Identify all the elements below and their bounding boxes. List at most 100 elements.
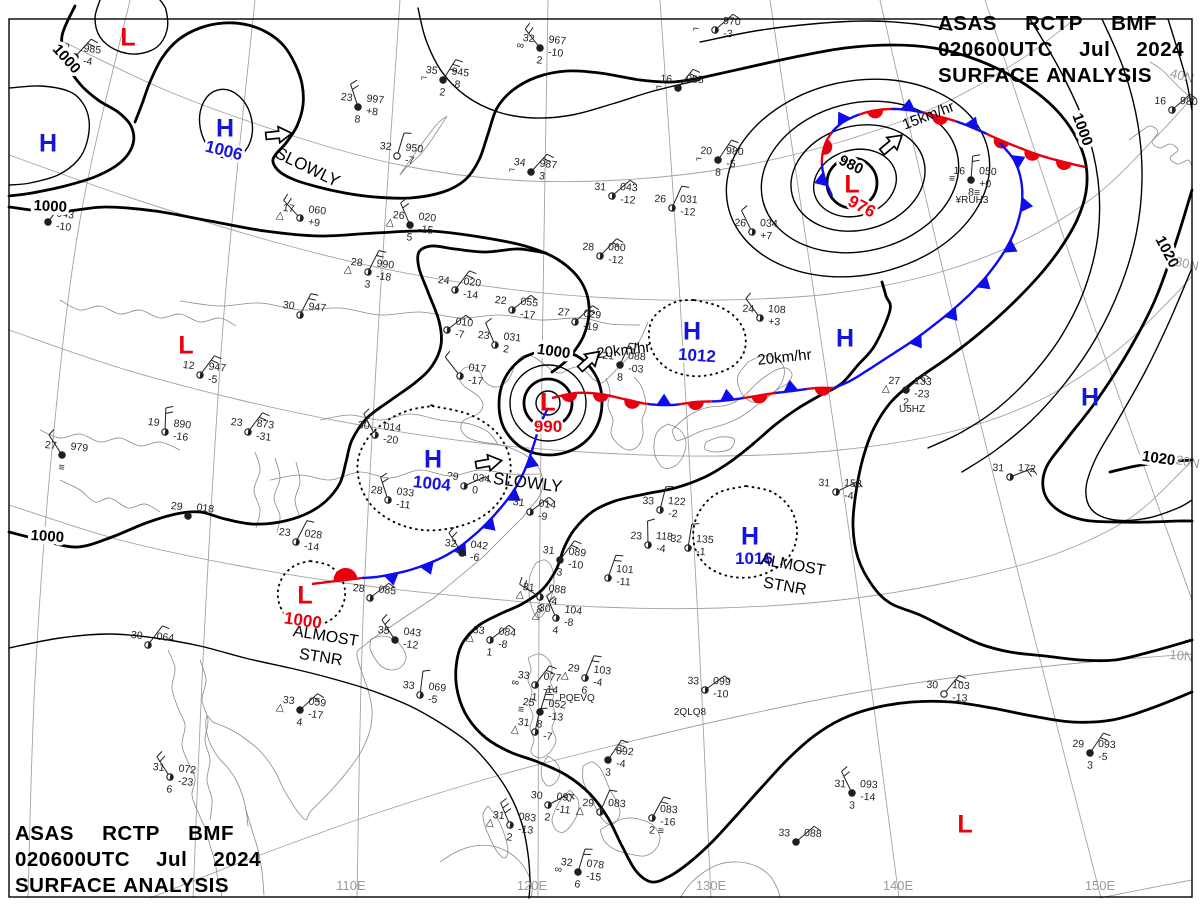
front-line (820, 163, 834, 197)
station-circle (604, 756, 612, 764)
coastline (1149, 61, 1193, 99)
station-value: 26 (734, 217, 747, 230)
wind-barb-tick (90, 38, 98, 44)
station-value: 980 (1180, 95, 1198, 108)
cold-front-triangle (909, 334, 922, 349)
wind-barb-shaft (717, 13, 734, 29)
station-value: -13 (952, 692, 968, 705)
station-value: △ (560, 669, 570, 682)
front-line (551, 391, 586, 400)
station-value: 077 (543, 671, 562, 685)
graticule-label: 110E (336, 878, 366, 893)
station-plot: 010-7 (443, 314, 474, 341)
station-value: 23 (278, 526, 291, 539)
station-value: 16 (1154, 95, 1167, 108)
station-value: -4 (616, 758, 626, 771)
station-plot: 29 018 (170, 500, 215, 520)
wind-barb-tick (546, 688, 555, 690)
station-circle-half (511, 306, 516, 314)
station-value: 083 (660, 803, 678, 816)
station-value: 014 (383, 421, 402, 435)
wind-barb-shaft (532, 496, 550, 511)
isobar (454, 280, 1194, 884)
coastline (527, 653, 557, 759)
wind-barb-tick (465, 314, 473, 321)
cold-front-triangle (1011, 155, 1026, 169)
graticule-label: 120E (517, 878, 548, 893)
station-value: -3 (723, 28, 733, 41)
wind-barb-tick (570, 544, 579, 549)
wind-barb-tick (1026, 470, 1033, 477)
wind-barb-tick (48, 429, 55, 436)
wind-barb-tick (919, 377, 927, 383)
wind-barb-shaft (283, 200, 299, 217)
isobar (698, 43, 1194, 663)
station-value: 943 (56, 208, 75, 222)
station-value: 30 (530, 789, 543, 802)
station-plot: 31 -7 △ (510, 707, 553, 743)
wind-barb-shaft (466, 476, 487, 486)
station-value: 103 (593, 664, 612, 678)
station-value: -23 (914, 388, 930, 401)
isobar (927, 18, 1101, 449)
station-value: 33 (472, 624, 485, 637)
station-plot: 33 088 (778, 825, 822, 846)
station-value: -10 (567, 558, 584, 572)
station-value: 33 (282, 694, 295, 707)
wind-barb-tick (692, 68, 701, 73)
station-plot: 970-3 ⌐ (692, 13, 741, 41)
station-value: 31 (512, 496, 525, 509)
station-circle-half (659, 506, 664, 514)
warm-front-semicircle (687, 401, 704, 411)
wind-barb-tick (548, 496, 556, 503)
wind-barb-shaft (585, 655, 595, 676)
wind-barb-shaft (350, 84, 358, 105)
wind-barb-tick (1189, 93, 1197, 99)
warm-front-semicircle (561, 392, 578, 402)
station-value: ⌐ (508, 163, 516, 176)
station-value: 29 (567, 662, 580, 675)
station-plot: 29 103-4 6 △ (560, 655, 612, 697)
dashed-pressure-outline (276, 559, 347, 628)
wind-barb-tick (87, 42, 95, 48)
wind-barb-tick (156, 751, 163, 758)
station-plot: 23 118-4 (630, 518, 673, 555)
low-center-symbol: L (540, 389, 555, 417)
station-value: 34 (513, 156, 526, 169)
station-value: 029 (583, 308, 602, 322)
wind-barb-tick (381, 614, 388, 621)
station-circle-half (534, 728, 539, 736)
station-plot: 31 088-4 8 △ (515, 576, 567, 616)
station-plot: 31 172 (992, 462, 1038, 481)
wind-barb-tick (403, 132, 412, 134)
station-value: 4 (552, 624, 559, 637)
pressure-center-value: 1016 (735, 549, 773, 568)
station-value: 33 (402, 679, 415, 692)
wind-barb-tick (444, 350, 451, 358)
station-value: ∞ (511, 676, 520, 689)
station-value: ⌐ (692, 22, 699, 34)
wind-barb-tick (376, 255, 384, 258)
title-word: 2024 (213, 848, 261, 871)
coastline (599, 817, 661, 857)
title-word: ANALYSIS (1046, 64, 1152, 87)
station-value: 052 (548, 698, 567, 712)
station-plot: 29 093-5 3 (1072, 732, 1116, 772)
wind-barb-tick (455, 59, 464, 63)
station-circle (296, 706, 304, 714)
station-circle (71, 53, 79, 61)
station-value: △ (465, 631, 475, 644)
wind-barb-tick (545, 693, 553, 696)
wind-barb-shaft (149, 625, 163, 643)
station-value: 103 (952, 679, 970, 692)
station-value: -17 (519, 308, 536, 322)
wind-barb-tick (504, 808, 512, 814)
station-plot: 33 069-5 (402, 669, 447, 706)
station-value: 093 (860, 778, 878, 791)
station-value: 078 (586, 858, 605, 872)
station-circle-half (539, 593, 544, 601)
station-plot: 32 078-15 6 ∞ (554, 848, 605, 891)
station-plot: 18 985-4 8 ⌐ (52, 38, 102, 76)
station-circle-half (534, 681, 539, 689)
